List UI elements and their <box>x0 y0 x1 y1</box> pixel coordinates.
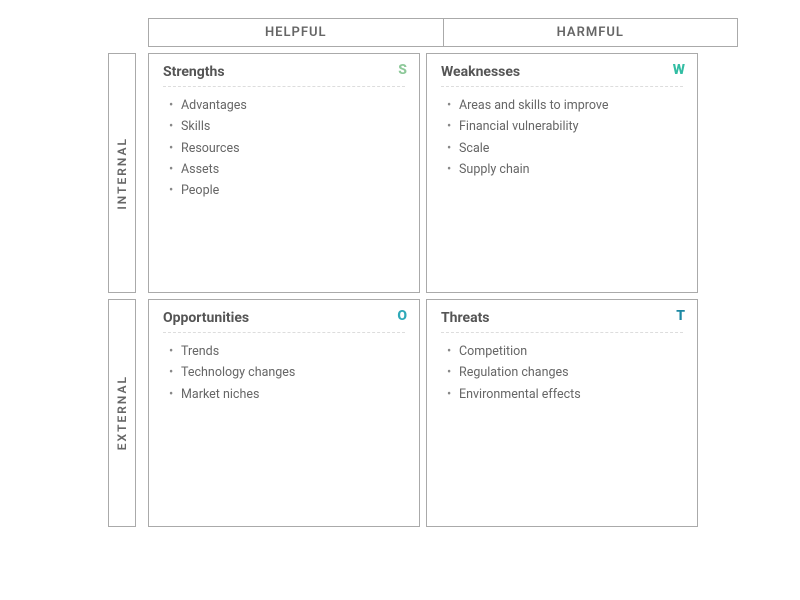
column-headers: HELPFUL HARMFUL <box>148 18 738 47</box>
col-header-harmful: HARMFUL <box>444 18 739 47</box>
threats-list: Competition Regulation changes Environme… <box>441 341 683 405</box>
col-header-helpful: HELPFUL <box>148 18 444 47</box>
list-item: Competition <box>447 341 683 362</box>
row-label-external: EXTERNAL <box>108 299 136 527</box>
row-label-wrap-internal: INTERNAL <box>108 53 148 293</box>
list-item: People <box>169 180 405 201</box>
cell-opportunities: Opportunities O Trends Technology change… <box>148 299 420 527</box>
opportunities-list: Trends Technology changes Market niches <box>163 341 405 405</box>
list-item: Skills <box>169 116 405 137</box>
list-item: Supply chain <box>447 159 683 180</box>
row-label-wrap-external: EXTERNAL <box>108 299 148 527</box>
weaknesses-list: Areas and skills to improve Financial vu… <box>441 95 683 180</box>
row-external: EXTERNAL Opportunities O Trends Technolo… <box>108 299 698 527</box>
swot-matrix: HELPFUL HARMFUL INTERNAL Strengths S Adv… <box>108 18 698 527</box>
cell-threats: Threats T Competition Regulation changes… <box>426 299 698 527</box>
list-item: Technology changes <box>169 362 405 383</box>
list-item: Scale <box>447 138 683 159</box>
cell-weaknesses: Weaknesses W Areas and skills to improve… <box>426 53 698 293</box>
list-item: Regulation changes <box>447 362 683 383</box>
threats-title: Threats <box>441 310 683 333</box>
list-item: Assets <box>169 159 405 180</box>
weaknesses-title: Weaknesses <box>441 64 683 87</box>
list-item: Advantages <box>169 95 405 116</box>
row-label-external-text: EXTERNAL <box>115 375 129 450</box>
strengths-list: Advantages Skills Resources Assets Peopl… <box>163 95 405 201</box>
row-internal: INTERNAL Strengths S Advantages Skills R… <box>108 53 698 293</box>
cell-strengths: Strengths S Advantages Skills Resources … <box>148 53 420 293</box>
list-item: Financial vulnerability <box>447 116 683 137</box>
opportunities-title: Opportunities <box>163 310 405 333</box>
list-item: Trends <box>169 341 405 362</box>
list-item: Areas and skills to improve <box>447 95 683 116</box>
list-item: Market niches <box>169 384 405 405</box>
letter-t: T <box>676 308 685 324</box>
letter-w: W <box>673 62 685 78</box>
list-item: Environmental effects <box>447 384 683 405</box>
list-item: Resources <box>169 138 405 159</box>
row-label-internal-text: INTERNAL <box>115 137 129 210</box>
external-cells: Opportunities O Trends Technology change… <box>148 299 698 527</box>
strengths-title: Strengths <box>163 64 405 87</box>
letter-o: O <box>397 308 407 324</box>
row-label-internal: INTERNAL <box>108 53 136 293</box>
letter-s: S <box>398 62 407 78</box>
internal-cells: Strengths S Advantages Skills Resources … <box>148 53 698 293</box>
